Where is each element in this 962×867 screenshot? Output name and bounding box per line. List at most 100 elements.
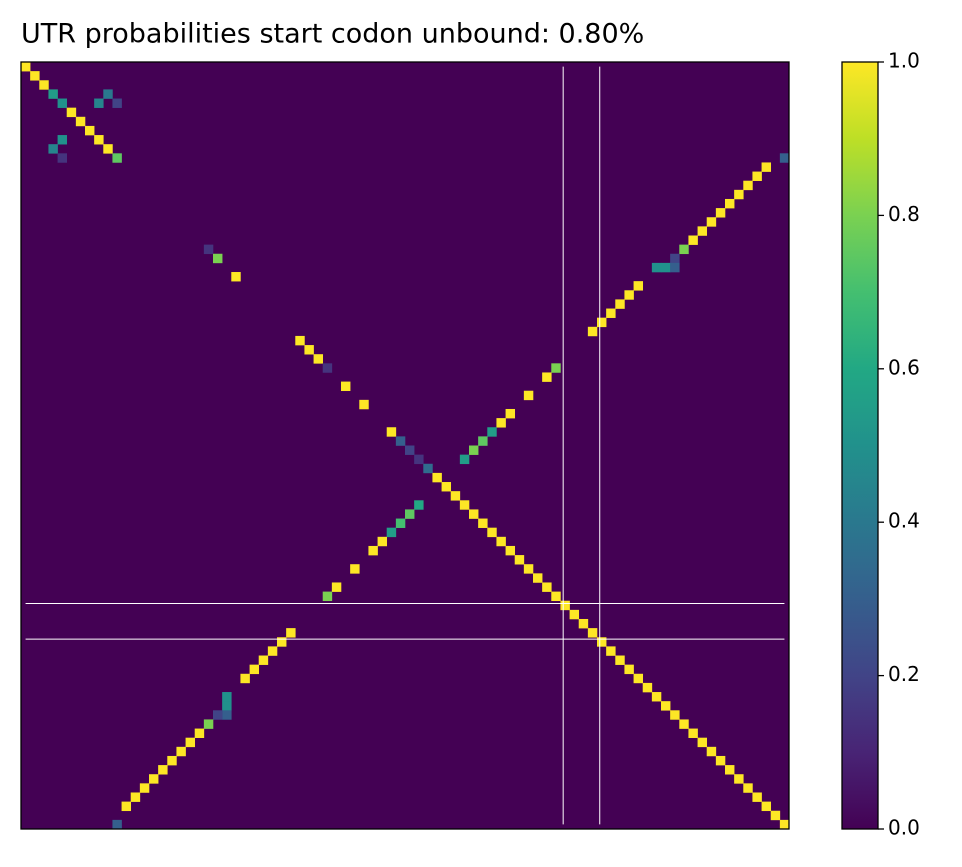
- heat-cell: [478, 518, 488, 528]
- heat-cell: [277, 637, 287, 647]
- heat-cell: [368, 545, 378, 556]
- heat-cell: [734, 774, 744, 784]
- heat-cell: [249, 664, 260, 675]
- heat-cell: [615, 299, 625, 309]
- heat-cell: [377, 536, 388, 547]
- heat-cell: [231, 272, 241, 282]
- heat-cell: [414, 454, 424, 465]
- heat-cell: [304, 345, 314, 355]
- heat-cell: [725, 765, 735, 775]
- heat-cell: [57, 135, 68, 145]
- heat-cell: [551, 363, 561, 373]
- heat-cell: [441, 482, 452, 492]
- heat-cell: [615, 655, 625, 665]
- heat-cell: [624, 664, 634, 675]
- heat-cell: [661, 701, 671, 711]
- heat-cell: [569, 609, 580, 620]
- heat-cell: [203, 719, 214, 729]
- heat-cell: [606, 646, 616, 656]
- heat-cell: [606, 308, 616, 318]
- heat-cell: [542, 582, 552, 592]
- heat-cell: [414, 500, 424, 510]
- heat-cell: [715, 755, 726, 766]
- heat-cell: [405, 509, 415, 519]
- heat-cell: [523, 390, 534, 401]
- heat-cell: [185, 737, 196, 748]
- heat-cell: [523, 564, 534, 574]
- heat-cell: [533, 573, 543, 583]
- heat-cell: [597, 637, 607, 647]
- heat-cell: [725, 198, 735, 209]
- heat-cell: [651, 692, 662, 702]
- heat-cell: [496, 536, 506, 547]
- heat-cell: [505, 408, 516, 419]
- heat-cell: [222, 692, 232, 702]
- heat-cell: [697, 226, 708, 236]
- heat-cell: [112, 819, 122, 830]
- heat-cell: [432, 472, 442, 483]
- colorbar: [841, 61, 879, 830]
- heat-cell: [743, 180, 753, 191]
- chart-title: UTR probabilities start codon unbound: 0…: [21, 19, 644, 50]
- heat-cell: [670, 710, 680, 720]
- heat-cell: [267, 646, 278, 656]
- heat-cell: [597, 317, 607, 328]
- heat-cell: [359, 399, 369, 410]
- heat-cell: [624, 290, 634, 300]
- heat-cell: [478, 436, 488, 446]
- colorbar-tick-label: 1.0: [888, 49, 920, 73]
- heat-cell: [487, 427, 497, 437]
- colorbar-tick-label: 0.4: [888, 509, 920, 533]
- heat-cell: [57, 98, 68, 108]
- heat-cell: [240, 673, 250, 684]
- heat-cell: [112, 153, 122, 163]
- heat-cell: [459, 454, 470, 465]
- heat-cell: [48, 89, 58, 99]
- heat-cell: [578, 618, 589, 629]
- heat-cell: [75, 116, 86, 127]
- heat-cell: [706, 746, 717, 757]
- heat-cell: [258, 655, 269, 665]
- heat-cell: [679, 719, 689, 729]
- heat-cell: [779, 153, 790, 163]
- heat-cell: [633, 281, 644, 291]
- colorbar-tick-label: 0.0: [888, 816, 920, 840]
- heat-cell: [176, 746, 186, 757]
- heat-cell: [459, 500, 470, 510]
- heat-cell: [688, 235, 698, 245]
- heat-cell: [633, 673, 644, 684]
- heat-cell: [752, 792, 762, 802]
- heat-cell: [194, 728, 205, 738]
- heat-cell: [670, 253, 680, 264]
- heat-cell: [94, 98, 104, 108]
- heat-cell: [395, 436, 406, 446]
- heat-cell: [94, 135, 104, 145]
- heat-cell: [222, 710, 232, 720]
- heat-cell: [213, 710, 223, 720]
- heat-cell: [469, 509, 479, 519]
- heat-cell: [158, 765, 168, 775]
- heat-cell: [85, 125, 95, 136]
- heat-cell: [450, 491, 461, 501]
- heat-cell: [587, 326, 598, 337]
- colorbar-tick-label: 0.2: [888, 662, 920, 686]
- heat-cell: [350, 564, 360, 574]
- heat-cell: [587, 628, 598, 638]
- heat-cell: [203, 244, 214, 255]
- heat-cell: [542, 372, 552, 382]
- heat-cell: [469, 445, 479, 455]
- heat-cell: [313, 354, 324, 364]
- heat-cell: [560, 600, 570, 611]
- heat-cell: [48, 144, 58, 154]
- heat-cell: [286, 628, 296, 638]
- heat-cell: [761, 801, 772, 812]
- heat-cell: [679, 244, 689, 255]
- heat-cell: [688, 728, 698, 738]
- heat-cell: [66, 107, 77, 118]
- colorbar-tick-label: 0.8: [888, 202, 920, 226]
- heat-cell: [487, 527, 497, 538]
- heat-cell: [39, 80, 49, 90]
- heat-cell: [496, 418, 506, 428]
- heat-cell: [112, 98, 122, 108]
